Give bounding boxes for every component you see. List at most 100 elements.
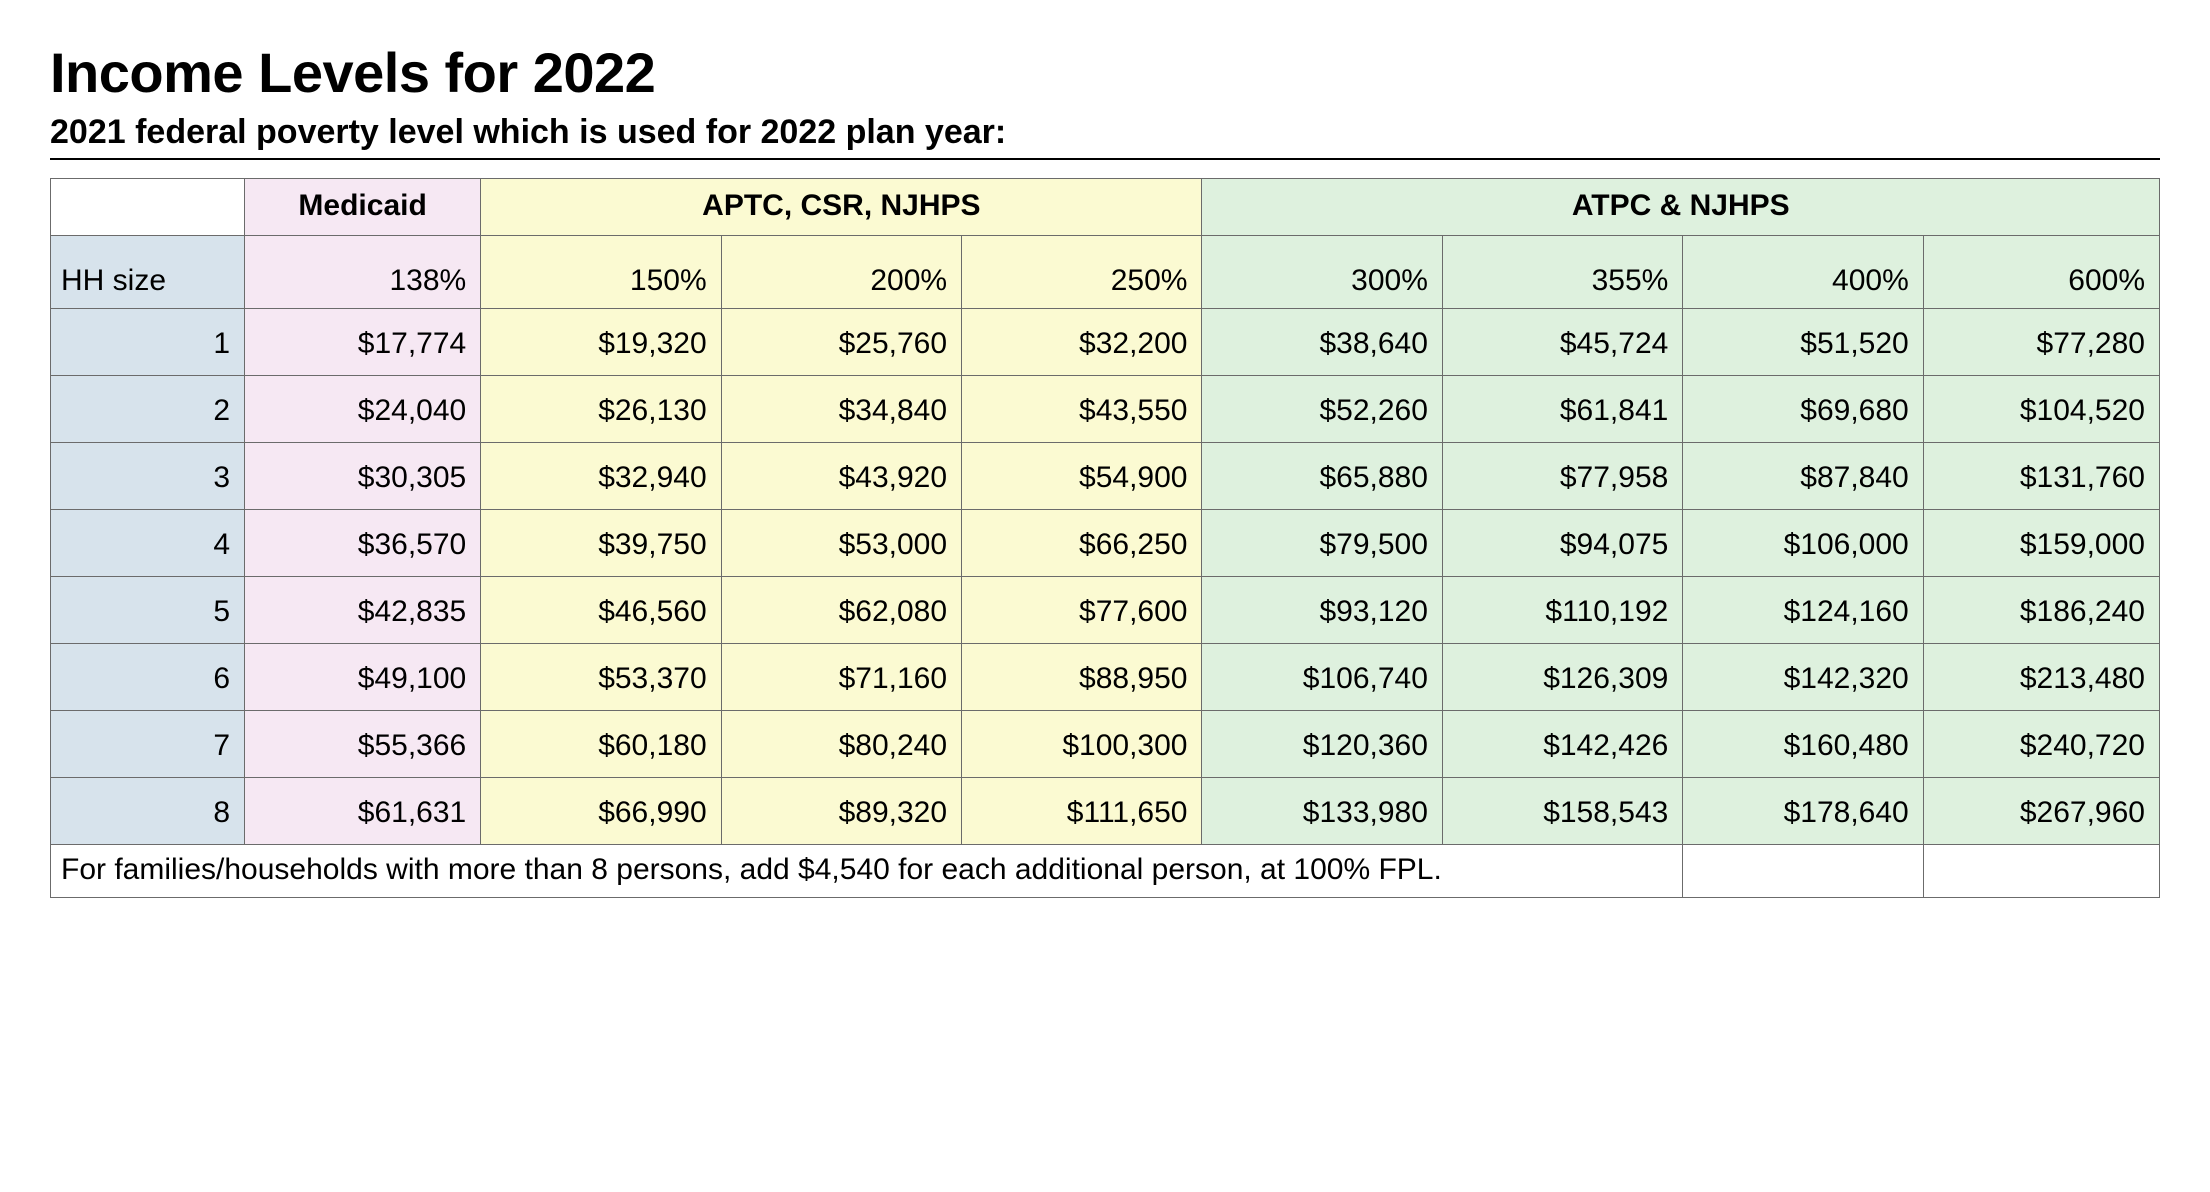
- table-row: 7$55,366$60,180$80,240$100,300$120,360$1…: [51, 711, 2160, 778]
- value-cell: $38,640: [1202, 309, 1442, 376]
- value-cell: $69,680: [1683, 376, 1923, 443]
- value-cell: $89,320: [721, 778, 961, 845]
- value-cell: $87,840: [1683, 443, 1923, 510]
- hh-size-cell: 2: [51, 376, 245, 443]
- value-cell: $133,980: [1202, 778, 1442, 845]
- table-row: 2$24,040$26,130$34,840$43,550$52,260$61,…: [51, 376, 2160, 443]
- value-cell: $126,309: [1442, 644, 1682, 711]
- value-cell: $104,520: [1923, 376, 2159, 443]
- percent-header: 150%: [481, 236, 721, 309]
- hh-size-cell: 1: [51, 309, 245, 376]
- percent-header: 200%: [721, 236, 961, 309]
- value-cell: $24,040: [245, 376, 481, 443]
- table-row: 3$30,305$32,940$43,920$54,900$65,880$77,…: [51, 443, 2160, 510]
- value-cell: $111,650: [962, 778, 1202, 845]
- percent-header: 138%: [245, 236, 481, 309]
- value-cell: $88,950: [962, 644, 1202, 711]
- income-table: MedicaidAPTC, CSR, NJHPSATPC & NJHPS HH …: [50, 178, 2160, 898]
- value-cell: $52,260: [1202, 376, 1442, 443]
- value-cell: $53,000: [721, 510, 961, 577]
- footnote-empty-cell: [1683, 845, 1923, 898]
- group-header-row: MedicaidAPTC, CSR, NJHPSATPC & NJHPS: [51, 179, 2160, 236]
- page-subtitle: 2021 federal poverty level which is used…: [50, 113, 2160, 152]
- value-cell: $77,280: [1923, 309, 2159, 376]
- value-cell: $142,426: [1442, 711, 1682, 778]
- value-cell: $79,500: [1202, 510, 1442, 577]
- hh-size-cell: 7: [51, 711, 245, 778]
- table-row: 5$42,835$46,560$62,080$77,600$93,120$110…: [51, 577, 2160, 644]
- hh-size-cell: 4: [51, 510, 245, 577]
- value-cell: $66,990: [481, 778, 721, 845]
- value-cell: $110,192: [1442, 577, 1682, 644]
- value-cell: $53,370: [481, 644, 721, 711]
- percent-header: 355%: [1442, 236, 1682, 309]
- value-cell: $65,880: [1202, 443, 1442, 510]
- value-cell: $142,320: [1683, 644, 1923, 711]
- page: Income Levels for 2022 2021 federal pove…: [0, 0, 2210, 938]
- blank-corner-cell: [51, 179, 245, 236]
- percent-header: 400%: [1683, 236, 1923, 309]
- table-head: MedicaidAPTC, CSR, NJHPSATPC & NJHPS HH …: [51, 179, 2160, 309]
- value-cell: $71,160: [721, 644, 961, 711]
- value-cell: $39,750: [481, 510, 721, 577]
- footnote-cell: For families/households with more than 8…: [51, 845, 1683, 898]
- percent-header: 600%: [1923, 236, 2159, 309]
- value-cell: $51,520: [1683, 309, 1923, 376]
- percent-header-row: HH size 138%150%200%250%300%355%400%600%: [51, 236, 2160, 309]
- hh-size-cell: 5: [51, 577, 245, 644]
- value-cell: $25,760: [721, 309, 961, 376]
- value-cell: $54,900: [962, 443, 1202, 510]
- value-cell: $55,366: [245, 711, 481, 778]
- value-cell: $43,550: [962, 376, 1202, 443]
- value-cell: $26,130: [481, 376, 721, 443]
- page-title: Income Levels for 2022: [50, 40, 2160, 105]
- value-cell: $178,640: [1683, 778, 1923, 845]
- value-cell: $19,320: [481, 309, 721, 376]
- value-cell: $267,960: [1923, 778, 2159, 845]
- value-cell: $32,940: [481, 443, 721, 510]
- table-row: 8$61,631$66,990$89,320$111,650$133,980$1…: [51, 778, 2160, 845]
- value-cell: $61,841: [1442, 376, 1682, 443]
- value-cell: $66,250: [962, 510, 1202, 577]
- value-cell: $43,920: [721, 443, 961, 510]
- value-cell: $120,360: [1202, 711, 1442, 778]
- value-cell: $32,200: [962, 309, 1202, 376]
- hh-size-cell: 8: [51, 778, 245, 845]
- value-cell: $42,835: [245, 577, 481, 644]
- table-foot: For families/households with more than 8…: [51, 845, 2160, 898]
- group-header: ATPC & NJHPS: [1202, 179, 2160, 236]
- value-cell: $131,760: [1923, 443, 2159, 510]
- value-cell: $158,543: [1442, 778, 1682, 845]
- value-cell: $94,075: [1442, 510, 1682, 577]
- title-rule: [50, 158, 2160, 160]
- table-row: 6$49,100$53,370$71,160$88,950$106,740$12…: [51, 644, 2160, 711]
- hh-size-cell: 6: [51, 644, 245, 711]
- value-cell: $30,305: [245, 443, 481, 510]
- group-header: Medicaid: [245, 179, 481, 236]
- table-body: 1$17,774$19,320$25,760$32,200$38,640$45,…: [51, 309, 2160, 845]
- value-cell: $213,480: [1923, 644, 2159, 711]
- footnote-row: For families/households with more than 8…: [51, 845, 2160, 898]
- value-cell: $240,720: [1923, 711, 2159, 778]
- value-cell: $60,180: [481, 711, 721, 778]
- footnote-empty-cell: [1923, 845, 2159, 898]
- value-cell: $36,570: [245, 510, 481, 577]
- value-cell: $106,000: [1683, 510, 1923, 577]
- group-header: APTC, CSR, NJHPS: [481, 179, 1202, 236]
- value-cell: $160,480: [1683, 711, 1923, 778]
- value-cell: $49,100: [245, 644, 481, 711]
- value-cell: $186,240: [1923, 577, 2159, 644]
- value-cell: $77,958: [1442, 443, 1682, 510]
- percent-header: 250%: [962, 236, 1202, 309]
- value-cell: $61,631: [245, 778, 481, 845]
- value-cell: $77,600: [962, 577, 1202, 644]
- hh-size-cell: 3: [51, 443, 245, 510]
- value-cell: $62,080: [721, 577, 961, 644]
- value-cell: $100,300: [962, 711, 1202, 778]
- value-cell: $45,724: [1442, 309, 1682, 376]
- hh-size-label: HH size: [51, 236, 245, 309]
- value-cell: $34,840: [721, 376, 961, 443]
- value-cell: $93,120: [1202, 577, 1442, 644]
- value-cell: $46,560: [481, 577, 721, 644]
- value-cell: $106,740: [1202, 644, 1442, 711]
